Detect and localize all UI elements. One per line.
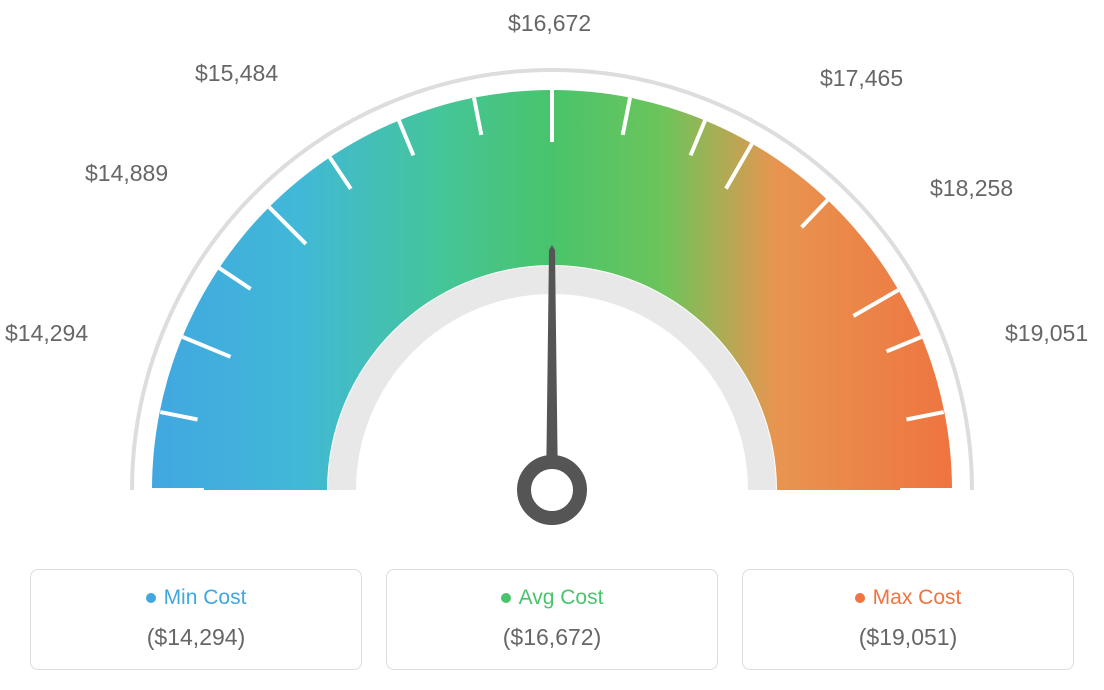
tick-label-4: $17,465 — [820, 65, 903, 92]
legend-box-avg: Avg Cost ($16,672) — [386, 569, 718, 670]
legend-dot-min — [146, 593, 156, 603]
legend-title-min-text: Min Cost — [164, 586, 247, 609]
legend-box-max: Max Cost ($19,051) — [742, 569, 1074, 670]
gauge-area: $14,294 $14,889 $15,484 $16,672 $17,465 … — [0, 0, 1104, 560]
tick-label-6: $19,051 — [1005, 320, 1088, 347]
legend-dot-max — [855, 593, 865, 603]
tick-label-5: $18,258 — [930, 175, 1013, 202]
gauge-chart-container: $14,294 $14,889 $15,484 $16,672 $17,465 … — [0, 0, 1104, 690]
tick-label-3: $16,672 — [508, 10, 591, 37]
legend-title-max: Max Cost — [753, 586, 1063, 610]
legend-value-min: ($14,294) — [41, 624, 351, 651]
tick-label-2: $15,484 — [195, 60, 278, 87]
legend-dot-avg — [501, 593, 511, 603]
legend-box-min: Min Cost ($14,294) — [30, 569, 362, 670]
tick-label-0: $14,294 — [5, 320, 88, 347]
legend-title-min: Min Cost — [41, 586, 351, 610]
legend-value-max: ($19,051) — [753, 624, 1063, 651]
legend-title-avg-text: Avg Cost — [519, 586, 604, 609]
gauge-svg — [52, 20, 1052, 560]
legend-value-avg: ($16,672) — [397, 624, 707, 651]
legend-title-max-text: Max Cost — [873, 586, 962, 609]
tick-label-1: $14,889 — [85, 160, 168, 187]
legend-row: Min Cost ($14,294) Avg Cost ($16,672) Ma… — [0, 569, 1104, 670]
legend-title-avg: Avg Cost — [397, 586, 707, 610]
